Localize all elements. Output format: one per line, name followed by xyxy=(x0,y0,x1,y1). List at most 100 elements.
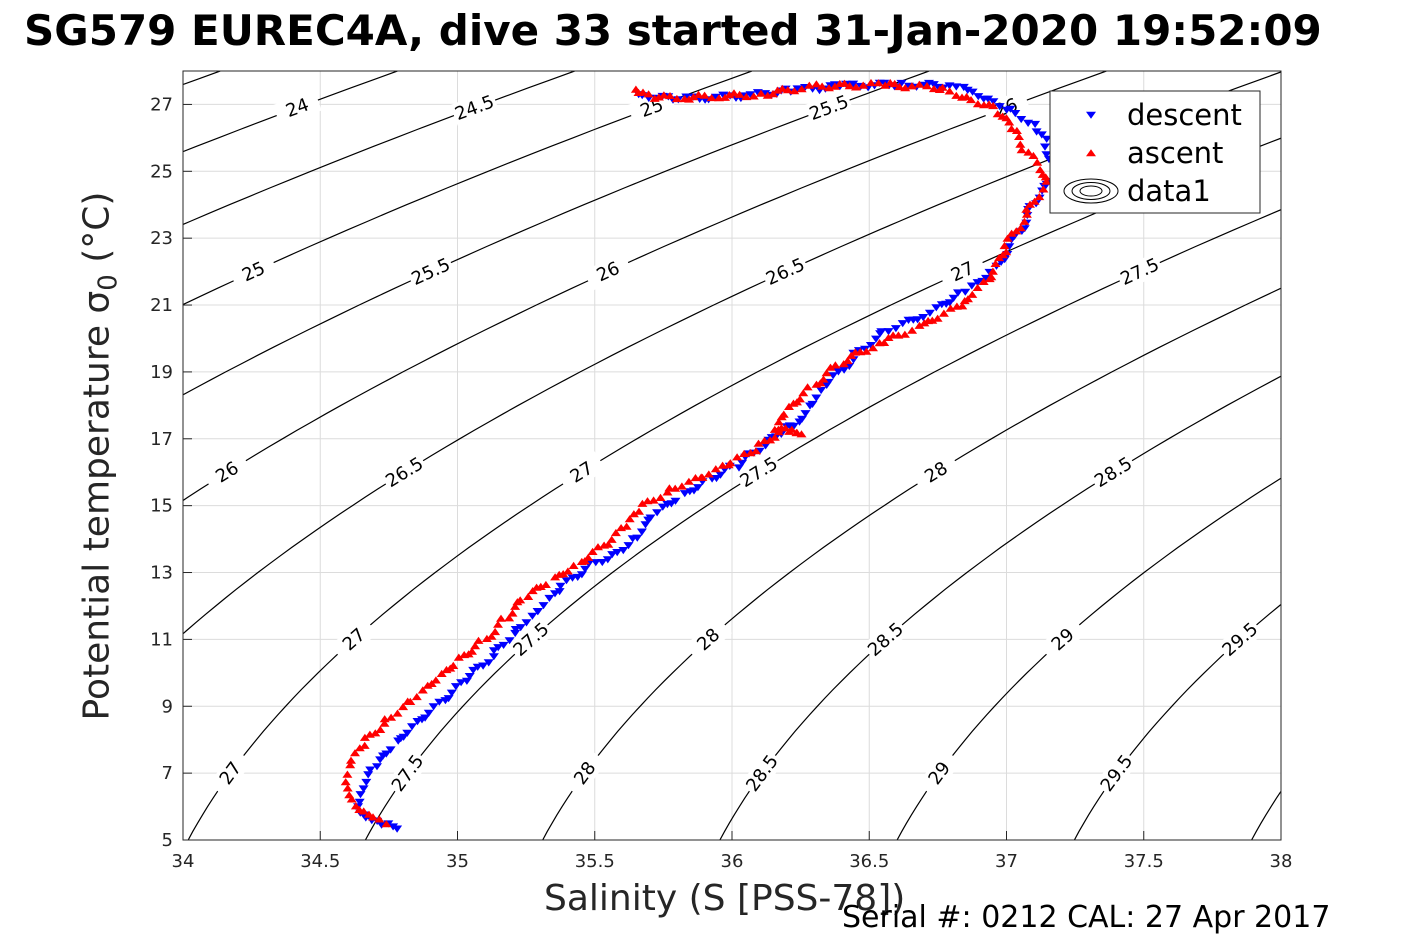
contour-line xyxy=(183,71,575,226)
descent-marker xyxy=(385,746,396,754)
descent-marker xyxy=(538,602,549,610)
ascent-marker xyxy=(778,410,789,418)
descent-marker xyxy=(924,309,935,317)
ascent-marker xyxy=(821,369,832,377)
ascent-marker xyxy=(490,627,501,636)
ascent-marker xyxy=(710,465,721,473)
ascent-marker xyxy=(741,92,752,101)
ascent-marker xyxy=(350,749,360,757)
contour-label-bg xyxy=(627,89,677,126)
ascent-marker xyxy=(515,596,526,604)
descent-marker xyxy=(488,653,499,661)
ascent-marker xyxy=(693,90,704,98)
contour-label: 24.5 xyxy=(452,91,497,125)
descent-marker xyxy=(912,316,923,324)
ascent-marker xyxy=(1011,126,1022,134)
ascent-marker xyxy=(634,507,644,515)
descent-marker xyxy=(602,556,613,564)
ascent-marker xyxy=(1023,148,1034,156)
descent-marker xyxy=(670,497,681,505)
ascent-marker xyxy=(422,681,433,689)
contour-line xyxy=(364,209,1281,840)
descent-marker xyxy=(933,83,944,91)
descent-marker xyxy=(478,662,489,670)
contour-label-bg xyxy=(917,748,962,798)
ascent-marker xyxy=(1032,158,1043,166)
y-axis-label-sub: 0 xyxy=(93,274,124,291)
descent-marker xyxy=(1041,151,1052,159)
descent-marker xyxy=(994,103,1005,111)
descent-marker xyxy=(760,442,771,450)
descent-marker xyxy=(1010,110,1021,118)
contour-label-bg xyxy=(406,252,456,291)
x-tick-label: 38 xyxy=(1270,851,1293,872)
ascent-marker xyxy=(1015,140,1026,148)
descent-marker xyxy=(652,509,663,517)
ascent-marker xyxy=(844,82,855,90)
ascent-marker xyxy=(658,91,669,99)
ascent-marker xyxy=(842,356,853,365)
ascent-marker xyxy=(768,90,778,98)
ascent-marker xyxy=(986,273,997,281)
ascent-marker xyxy=(907,326,918,334)
legend-contour-icon xyxy=(1071,182,1111,200)
ascent-marker xyxy=(894,82,905,91)
contour-label-bg xyxy=(1094,748,1139,798)
ascent-marker xyxy=(818,375,829,383)
contour-label: 26.5 xyxy=(763,254,808,290)
contour-label-bg xyxy=(385,748,430,798)
ascent-marker xyxy=(379,719,390,727)
ascent-marker xyxy=(804,81,815,89)
ascent-marker xyxy=(1038,185,1049,193)
ascent-marker xyxy=(932,314,943,322)
ascent-marker xyxy=(1004,118,1015,126)
contour-label-bg xyxy=(583,252,633,291)
descent-marker xyxy=(931,304,942,312)
y-tick-label: 5 xyxy=(162,830,173,851)
x-tick-label: 35 xyxy=(446,851,469,872)
descent-marker xyxy=(953,289,963,297)
ascent-marker xyxy=(796,85,807,93)
ascent-marker xyxy=(745,449,756,457)
ascent-marker xyxy=(992,110,1003,118)
descent-marker xyxy=(1041,135,1052,143)
descent-marker xyxy=(734,464,744,472)
descent-marker xyxy=(978,95,989,103)
ascent-marker xyxy=(1019,217,1030,225)
descent-marker xyxy=(797,415,807,423)
ascent-marker xyxy=(683,477,694,485)
ascent-marker xyxy=(481,634,492,642)
ascent-marker xyxy=(830,361,841,369)
ascent-marker xyxy=(769,433,780,441)
contour-line xyxy=(183,71,753,306)
y-tick-label: 15 xyxy=(150,496,173,517)
descent-marker xyxy=(358,785,369,793)
descent-marker xyxy=(1001,106,1012,114)
ascent-marker xyxy=(802,383,813,391)
ascent-marker xyxy=(825,363,836,371)
ascent-marker xyxy=(1029,197,1040,205)
descent-marker xyxy=(554,588,565,596)
y-axis-label-unit: (°C) xyxy=(76,191,118,275)
contour-line xyxy=(0,71,43,840)
contour-label-bg xyxy=(330,616,378,663)
descent-marker xyxy=(833,368,844,376)
descent-marker xyxy=(515,624,526,632)
ascent-marker xyxy=(769,425,780,433)
ascent-marker xyxy=(972,100,983,108)
descent-marker xyxy=(848,80,859,88)
contour-label: 27.5 xyxy=(1117,254,1162,290)
y-axis-label-main: Potential temperature σ xyxy=(76,290,118,721)
ascent-marker xyxy=(1021,210,1032,218)
descent-marker xyxy=(788,422,799,430)
contour-line xyxy=(1251,790,1281,840)
ascent-marker xyxy=(720,93,730,101)
ascent-marker xyxy=(630,85,641,93)
y-tick-label: 17 xyxy=(150,429,173,450)
legend-descent-marker xyxy=(1086,111,1096,119)
y-tick-label: 9 xyxy=(162,696,173,717)
ascent-marker xyxy=(987,267,998,275)
contour-line xyxy=(183,71,1281,635)
ascent-marker xyxy=(671,94,682,103)
